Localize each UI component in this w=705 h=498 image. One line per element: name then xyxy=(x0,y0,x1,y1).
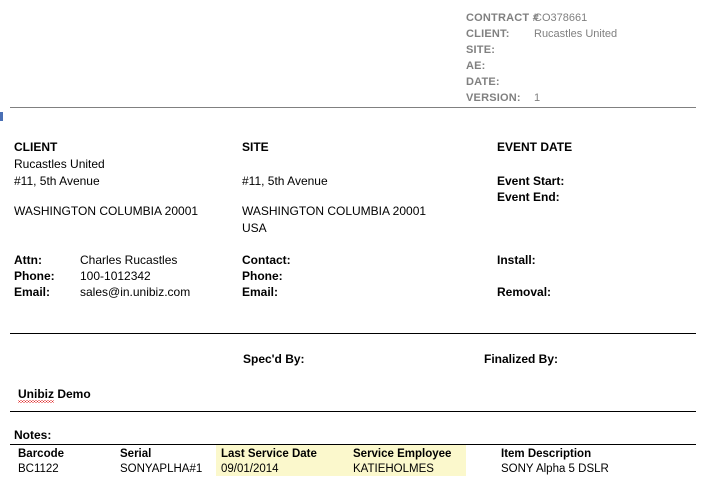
divider-under-meta xyxy=(10,107,696,108)
meta-value-version: 1 xyxy=(534,92,541,104)
event-end-label: Event End: xyxy=(497,190,560,204)
install-label: Install: xyxy=(497,253,536,267)
meta-label-contract-number: CONTRACT # xyxy=(466,12,539,24)
client-attn-value: Charles Rucastles xyxy=(80,253,178,267)
site-heading: SITE xyxy=(242,140,269,154)
client-phone-value: 100-1012342 xyxy=(80,269,151,283)
column-header-last-service-date: Last Service Date xyxy=(221,448,317,460)
notes-label: Notes: xyxy=(14,428,52,442)
meta-label-version: VERSION: xyxy=(466,92,521,104)
left-edge-marker xyxy=(0,112,3,121)
company-name-remainder: Demo xyxy=(54,387,91,401)
client-email-label: Email: xyxy=(14,285,51,299)
column-header-serial: Serial xyxy=(120,448,152,460)
site-email-label: Email: xyxy=(242,285,279,299)
event-start-label: Event Start: xyxy=(497,174,565,188)
client-phone-label: Phone: xyxy=(14,269,55,283)
company-name-misspelled-word: Unibiz xyxy=(18,387,54,403)
divider-above-signatures xyxy=(10,333,696,334)
client-email-value: sales@in.unibiz.com xyxy=(80,285,191,299)
client-heading: CLIENT xyxy=(14,140,58,154)
site-address-line1: #11, 5th Avenue xyxy=(242,174,328,188)
column-header-barcode: Barcode xyxy=(18,448,65,460)
cell-item-description: SONY Alpha 5 DSLR xyxy=(501,463,609,475)
meta-label-client: CLIENT: xyxy=(466,28,510,40)
cell-barcode: BC1122 xyxy=(18,463,59,475)
client-name: Rucastles United xyxy=(14,157,105,171)
client-address-line2: WASHINGTON COLUMBIA 20001 xyxy=(14,204,199,218)
finalized-by-label: Finalized By: xyxy=(484,352,559,366)
cell-serial: SONYAPLHA#1 xyxy=(120,463,203,475)
site-contact-label: Contact: xyxy=(242,253,291,267)
specd-by-label: Spec'd By: xyxy=(243,352,305,366)
company-name: Unibiz Demo xyxy=(18,387,91,403)
meta-value-client: Rucastles United xyxy=(534,28,618,40)
meta-label-date: DATE: xyxy=(466,76,500,88)
cell-service-employee: KATIEHOLMES xyxy=(353,463,434,475)
client-address-line1: #11, 5th Avenue xyxy=(14,174,100,188)
site-address-line3: USA xyxy=(242,221,267,235)
meta-label-site: SITE: xyxy=(466,44,496,56)
cell-last-service-date: 09/01/2014 xyxy=(221,463,279,475)
highlight-band-service-columns xyxy=(216,445,466,476)
meta-label-ae: AE: xyxy=(466,60,486,72)
divider-under-company xyxy=(10,411,696,412)
event-date-heading: EVENT DATE xyxy=(497,140,573,154)
client-attn-label: Attn: xyxy=(14,253,42,267)
site-phone-label: Phone: xyxy=(242,269,283,283)
meta-value-contract-number: CO378661 xyxy=(534,12,588,24)
site-address-line2: WASHINGTON COLUMBIA 20001 xyxy=(242,204,427,218)
column-header-item-description: Item Description xyxy=(501,448,592,460)
removal-label: Removal: xyxy=(497,285,552,299)
column-header-service-employee: Service Employee xyxy=(353,448,452,460)
divider-above-items-table xyxy=(10,444,696,445)
